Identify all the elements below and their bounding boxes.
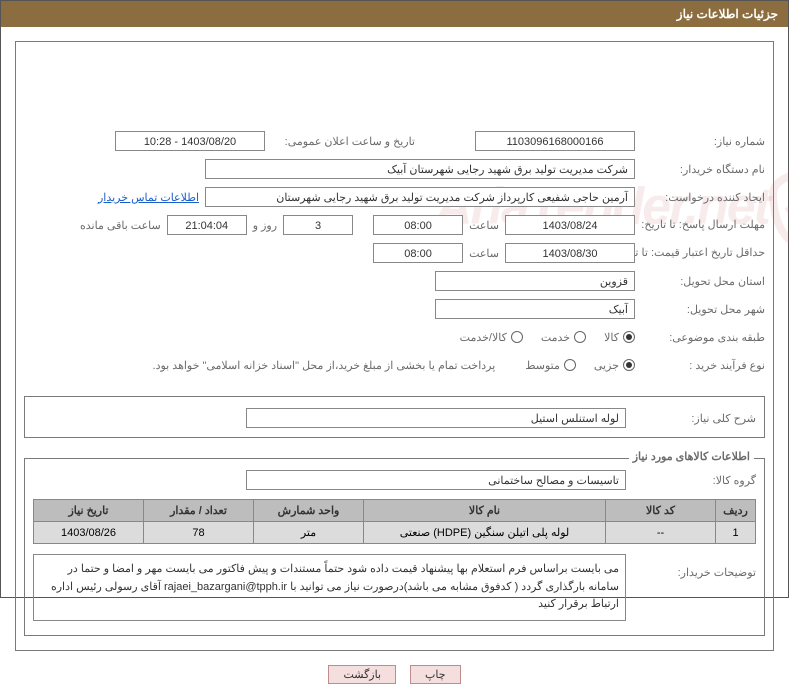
row-requester: ایجاد کننده درخواست: آرمین حاجی شفیعی کا…: [24, 186, 765, 208]
table-header: نام کالا: [364, 500, 606, 522]
radio-goods[interactable]: کالا: [604, 331, 635, 344]
radio-dot-icon: [511, 331, 523, 343]
price-validity-time: 08:00: [373, 243, 463, 263]
response-time-label: ساعت: [463, 219, 505, 232]
response-time-value: 08:00: [373, 215, 463, 235]
response-deadline-label: مهلت ارسال پاسخ: تا تاریخ:: [635, 218, 765, 232]
need-number-value: 1103096168000166: [475, 131, 635, 151]
summary-label: شرح کلی نیاز:: [626, 412, 756, 425]
buyer-org-value: شرکت مدیریت تولید برق شهید رجایی شهرستان…: [205, 159, 635, 179]
response-remain-label: ساعت باقی مانده: [80, 219, 167, 232]
process-type-label: نوع فرآیند خرید :: [635, 359, 765, 372]
buyer-desc-value: می بایست براساس فرم استعلام بها پیشنهاد …: [33, 554, 626, 621]
table-cell: لوله پلی اتیلن سنگین (HDPE) صنعتی: [364, 522, 606, 544]
process-type-note: پرداخت تمام یا بخشی از مبلغ خرید،از محل …: [153, 359, 496, 372]
radio-dot-icon: [623, 331, 635, 343]
price-validity-time-label: ساعت: [463, 247, 505, 260]
items-table: ردیفکد کالانام کالاواحد شمارشتعداد / مقد…: [33, 499, 756, 544]
buyer-desc-label: توضیحات خریدار:: [626, 554, 756, 579]
table-header: واحد شمارش: [254, 500, 364, 522]
content-area: AriaTender.net شماره نیاز: 1103096168000…: [15, 41, 774, 651]
row-group: گروه کالا: تاسیسات و مصالح ساختمانی: [33, 469, 756, 491]
items-section-title: اطلاعات کالاهای مورد نیاز: [629, 450, 754, 463]
group-value: تاسیسات و مصالح ساختمانی: [246, 470, 626, 490]
panel-title: جزئیات اطلاعات نیاز: [677, 7, 778, 21]
radio-medium[interactable]: متوسط: [525, 359, 576, 372]
process-type-radios: جزیی متوسط: [525, 359, 635, 372]
summary-value: لوله استنلس استیل: [246, 408, 626, 428]
table-cell: 1: [716, 522, 756, 544]
publish-value: 1403/08/20 - 10:28: [115, 131, 265, 151]
requester-label: ایجاد کننده درخواست:: [635, 191, 765, 204]
requester-value: آرمین حاجی شفیعی کارپرداز شرکت مدیریت تو…: [205, 187, 635, 207]
items-section: اطلاعات کالاهای مورد نیاز گروه کالا: تاس…: [24, 458, 765, 636]
radio-dot-icon: [574, 331, 586, 343]
response-countdown-value: 21:04:04: [167, 215, 247, 235]
table-cell: 78: [144, 522, 254, 544]
table-header: تعداد / مقدار: [144, 500, 254, 522]
price-validity-label: حداقل تاریخ اعتبار قیمت: تا تاریخ:: [635, 246, 765, 260]
row-subject-class: طبقه بندی موضوعی: کالا خدمت کالا/خدمت: [24, 326, 765, 348]
delivery-province-value: قزوین: [435, 271, 635, 291]
row-delivery-city: شهر محل تحویل: آبیک: [24, 298, 765, 320]
print-button[interactable]: چاپ: [410, 665, 461, 684]
row-buyer-org: نام دستگاه خریدار: شرکت مدیریت تولید برق…: [24, 158, 765, 180]
watermark: AriaTender.net: [104, 170, 789, 250]
row-buyer-desc: توضیحات خریدار: می بایست براساس فرم استع…: [33, 554, 756, 621]
table-cell: --: [606, 522, 716, 544]
subject-class-label: طبقه بندی موضوعی:: [635, 331, 765, 344]
summary-box: شرح کلی نیاز: لوله استنلس استیل: [24, 396, 765, 438]
button-bar: چاپ بازگشت: [1, 665, 788, 684]
radio-goods-service[interactable]: کالا/خدمت: [460, 331, 523, 344]
radio-dot-icon: [564, 359, 576, 371]
buyer-contact-link[interactable]: اطلاعات تماس خریدار: [98, 191, 199, 204]
row-response-deadline: مهلت ارسال پاسخ: تا تاریخ: 1403/08/24 سا…: [24, 214, 765, 236]
group-label: گروه کالا:: [626, 474, 756, 487]
panel-header: جزئیات اطلاعات نیاز: [1, 1, 788, 27]
response-days-value: 3: [283, 215, 353, 235]
delivery-city-label: شهر محل تحویل:: [635, 303, 765, 316]
radio-dot-icon: [623, 359, 635, 371]
table-cell: متر: [254, 522, 364, 544]
table-row: 1--لوله پلی اتیلن سنگین (HDPE) صنعتیمتر7…: [34, 522, 756, 544]
price-validity-date: 1403/08/30: [505, 243, 635, 263]
row-process-type: نوع فرآیند خرید : جزیی متوسط پرداخت تمام…: [24, 354, 765, 376]
subject-class-radios: کالا خدمت کالا/خدمت: [460, 331, 635, 344]
table-cell: 1403/08/26: [34, 522, 144, 544]
table-header: ردیف: [716, 500, 756, 522]
radio-service[interactable]: خدمت: [541, 331, 586, 344]
table-header: تاریخ نیاز: [34, 500, 144, 522]
radio-minor[interactable]: جزیی: [594, 359, 635, 372]
table-header: کد کالا: [606, 500, 716, 522]
response-date-value: 1403/08/24: [505, 215, 635, 235]
row-price-validity: حداقل تاریخ اعتبار قیمت: تا تاریخ: 1403/…: [24, 242, 765, 264]
row-delivery-province: استان محل تحویل: قزوین: [24, 270, 765, 292]
publish-label: تاریخ و ساعت اعلان عمومی:: [265, 135, 415, 148]
back-button[interactable]: بازگشت: [328, 665, 396, 684]
row-need-number: شماره نیاز: 1103096168000166 تاریخ و ساع…: [24, 130, 765, 152]
delivery-province-label: استان محل تحویل:: [635, 275, 765, 288]
need-number-label: شماره نیاز:: [635, 135, 765, 148]
delivery-city-value: آبیک: [435, 299, 635, 319]
buyer-org-label: نام دستگاه خریدار:: [635, 163, 765, 176]
response-days-label: روز و: [247, 219, 283, 232]
